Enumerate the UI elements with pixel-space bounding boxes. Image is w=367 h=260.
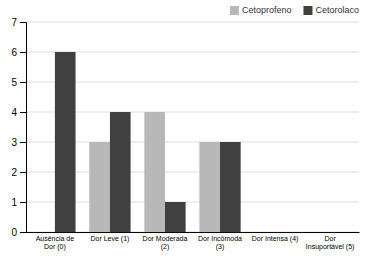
y-tick: 5 xyxy=(11,77,26,88)
y-tick: 6 xyxy=(11,47,26,58)
x-tick-label: Dor Intensa (4) xyxy=(252,235,299,243)
x-tick-label: Dor Leve (1) xyxy=(90,235,129,243)
bar xyxy=(309,232,330,233)
chart-container: 0 1 2 3 4 5 6 7 Ausência deDor (0) Dor Leve (1) Do… xyxy=(0,0,367,260)
x-tick-label: Dor Incômoda(3) xyxy=(198,235,242,251)
grid-line xyxy=(26,112,359,113)
y-tick: 1 xyxy=(11,197,26,208)
y-tick-mark xyxy=(20,22,26,23)
grid-line xyxy=(26,142,359,143)
chart-svg: 0 1 2 3 4 5 6 7 Ausência deDor (0) Dor Leve (1) Do… xyxy=(0,0,367,260)
y-tick-mark xyxy=(20,232,26,233)
y-axis-line xyxy=(20,23,27,233)
bar xyxy=(254,232,275,233)
legend: Cetoprofeno Cetorolaco xyxy=(230,5,359,15)
x-tick-label-line: Dor Incômoda xyxy=(198,235,242,242)
y-tick-label: 2 xyxy=(11,167,17,178)
legend-label: Cetorolaco xyxy=(315,5,359,15)
y-axis: 0 1 2 3 4 5 6 7 xyxy=(11,17,26,238)
bar xyxy=(34,232,55,233)
x-tick-label: Ausência deDor (0) xyxy=(36,235,75,251)
bar xyxy=(144,112,165,232)
bars xyxy=(55,52,241,232)
y-tick-label: 6 xyxy=(11,47,17,58)
bar xyxy=(55,52,76,232)
y-tick-label: 7 xyxy=(11,17,17,28)
bar xyxy=(165,202,186,232)
grid-line xyxy=(26,82,359,83)
y-tick: 0 xyxy=(11,227,26,238)
bar xyxy=(110,112,131,232)
x-tick-label-line: Dor Intensa (4) xyxy=(252,235,299,243)
bar-series xyxy=(89,112,220,232)
y-tick-label: 3 xyxy=(11,137,17,148)
y-tick: 4 xyxy=(11,107,26,118)
y-tick-label: 5 xyxy=(11,77,17,88)
y-tick-label: 0 xyxy=(11,227,17,238)
bar xyxy=(199,142,220,232)
x-tick: Dor Intensa (4) xyxy=(252,232,299,243)
x-tick: DorInsuportável (5) xyxy=(306,232,355,251)
x-tick-label-line: (3) xyxy=(216,243,225,251)
x-tick: Ausência deDor (0) xyxy=(36,232,75,251)
x-tick: Dor Moderada(2) xyxy=(143,232,188,251)
bar xyxy=(220,142,241,232)
x-tick-label-line: Ausência de xyxy=(36,235,75,242)
grid xyxy=(26,22,359,232)
legend-swatch xyxy=(303,6,312,15)
grid-line xyxy=(26,232,359,233)
plot-area: 0 1 2 3 4 5 6 7 Ausência deDor (0) Dor Leve (1) Do… xyxy=(11,17,359,251)
legend-item: Cetorolaco xyxy=(303,5,359,15)
bar xyxy=(89,142,110,232)
y-tick-mark xyxy=(20,52,26,53)
legend-swatch xyxy=(230,6,239,15)
y-tick: 3 xyxy=(11,137,26,148)
y-tick: 7 xyxy=(11,17,26,28)
x-tick-label-line: Insuportável (5) xyxy=(306,243,355,251)
legend-label: Cetoprofeno xyxy=(242,5,292,15)
y-tick-label: 1 xyxy=(11,197,17,208)
y-tick-mark xyxy=(20,112,26,113)
x-tick-label-line: Dor Moderada xyxy=(143,235,188,242)
bar xyxy=(275,232,296,233)
grid-line xyxy=(26,52,359,53)
y-tick-label: 4 xyxy=(11,107,17,118)
x-tick: Dor Leve (1) xyxy=(90,232,129,243)
y-tick-mark xyxy=(20,172,26,173)
x-tick-label: DorInsuportável (5) xyxy=(306,235,355,251)
bar xyxy=(330,232,351,233)
x-tick-label-line: Dor xyxy=(324,235,336,242)
grid-line xyxy=(26,172,359,173)
y-tick-mark xyxy=(20,202,26,203)
y-tick-mark xyxy=(20,142,26,143)
x-axis-line xyxy=(27,232,360,233)
x-axis: Ausência deDor (0) Dor Leve (1) Dor Modera… xyxy=(27,232,360,251)
grid-line xyxy=(26,22,359,23)
x-tick: Dor Incômoda(3) xyxy=(198,232,242,251)
y-tick: 2 xyxy=(11,167,26,178)
bar-series xyxy=(55,52,241,232)
x-tick-label-line: Dor (0) xyxy=(44,243,66,251)
y-tick-mark xyxy=(20,82,26,83)
grid-line xyxy=(26,202,359,203)
x-tick-label-line: Dor Leve (1) xyxy=(90,235,129,243)
x-tick-label-line: (2) xyxy=(161,243,170,251)
legend-item: Cetoprofeno xyxy=(230,5,292,15)
x-tick-label: Dor Moderada(2) xyxy=(143,235,188,251)
